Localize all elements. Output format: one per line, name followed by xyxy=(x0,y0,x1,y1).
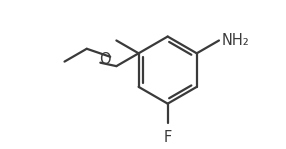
Text: F: F xyxy=(164,130,172,145)
Text: NH₂: NH₂ xyxy=(222,33,250,48)
Text: O: O xyxy=(100,52,111,67)
